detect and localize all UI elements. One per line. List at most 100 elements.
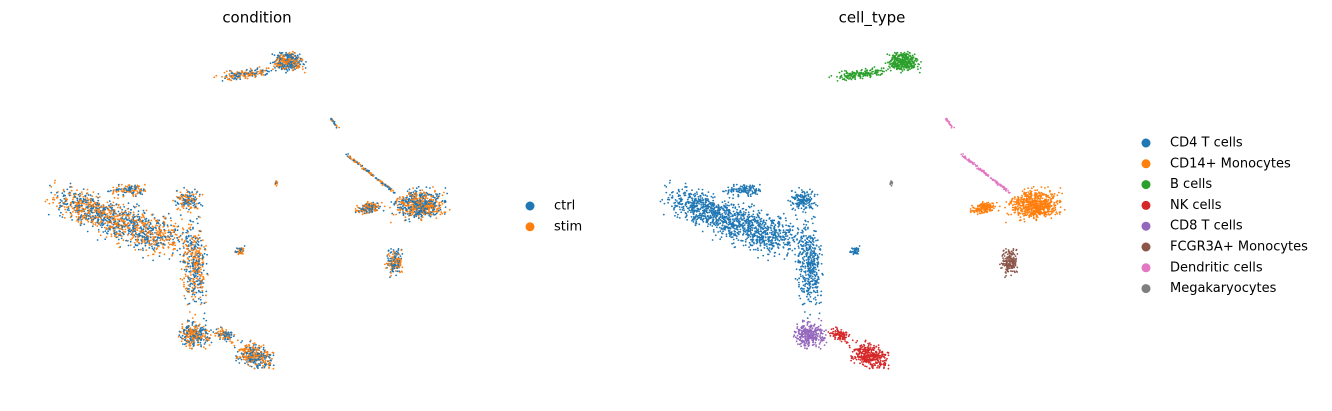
cell-point [168, 258, 171, 260]
cell-point [163, 239, 166, 242]
cell-point [119, 234, 122, 237]
cell-point [118, 234, 120, 237]
cell-point [119, 212, 121, 215]
cell-point [71, 207, 74, 210]
cell-point [261, 366, 263, 369]
cell-point [732, 193, 735, 196]
cell-point [146, 232, 148, 235]
cell-point [79, 205, 82, 208]
cell-point [809, 256, 811, 259]
cell-point [815, 268, 817, 271]
cell-point [134, 193, 137, 196]
cell-point [747, 236, 750, 239]
cell-point [56, 205, 58, 208]
cell-point [809, 296, 812, 298]
cell-point [193, 283, 196, 285]
cell-point [732, 238, 735, 241]
cell-point [136, 221, 139, 224]
cell-point [817, 332, 820, 335]
cell-point [112, 218, 114, 221]
cell-point [791, 237, 794, 239]
cell-point [181, 279, 184, 281]
cell-point [717, 223, 720, 226]
cell-point [751, 190, 754, 193]
cell-point [127, 244, 130, 247]
cell-point [796, 323, 799, 326]
cell-point [240, 252, 243, 255]
cell-point [700, 203, 703, 206]
cell-point [148, 242, 151, 245]
cell-point [805, 194, 808, 197]
cell-point [191, 331, 193, 333]
cell-point [189, 311, 191, 313]
cell-point [132, 224, 135, 227]
cell-point [690, 216, 693, 218]
cell-point [805, 338, 807, 340]
cell-point [113, 218, 116, 221]
cell-point [155, 241, 157, 244]
cell-point [772, 245, 775, 248]
cell-point [96, 225, 99, 227]
cell-point [62, 202, 65, 205]
cell-point [196, 207, 199, 210]
cell-point [757, 249, 759, 252]
cell-point [724, 217, 727, 219]
cell-point [131, 189, 134, 192]
cell-point [804, 207, 807, 210]
cell-point [710, 212, 713, 215]
cell-point [807, 338, 810, 341]
cell-point [144, 220, 147, 223]
cell-point [121, 208, 123, 211]
cell-point [816, 291, 819, 294]
cell-point [107, 221, 110, 224]
cell-point [759, 183, 761, 186]
cell-point [271, 357, 273, 360]
cell-point [182, 337, 185, 340]
cell-point [166, 238, 169, 241]
cell-point [725, 235, 728, 238]
cell-point [116, 242, 118, 245]
cell-point [189, 226, 192, 229]
cell-point [734, 218, 736, 221]
cell-point [712, 196, 714, 199]
cell-point [195, 331, 198, 333]
cell-point [719, 230, 722, 233]
cell-point [749, 235, 752, 238]
cell-point [786, 244, 789, 246]
cell-point [62, 213, 64, 216]
cell-point [195, 325, 198, 327]
cell-point [749, 228, 752, 231]
cell-point [726, 193, 729, 195]
cell-point [61, 192, 64, 195]
cell-point [792, 239, 795, 242]
cell-point [735, 237, 738, 240]
cell-point [780, 238, 782, 241]
cell-point [195, 193, 198, 195]
cell-point [84, 194, 87, 197]
cell-point [742, 202, 745, 205]
cell-point [796, 279, 799, 281]
cell-point [814, 329, 816, 331]
cell-point [693, 210, 695, 213]
cell-point [131, 218, 134, 221]
cell-point [66, 198, 68, 201]
cell-point [736, 213, 739, 216]
cell-point [171, 244, 174, 246]
cell-point [745, 209, 747, 211]
cell-point [69, 202, 72, 204]
cell-point [110, 233, 113, 236]
cell-point [89, 194, 92, 197]
cell-point [744, 211, 747, 214]
cell-point [799, 202, 801, 205]
cell-point [749, 193, 752, 196]
cell-point [768, 218, 771, 220]
cell-point [710, 207, 712, 209]
cell-point [185, 235, 188, 238]
cell-point [857, 248, 860, 251]
cell-point [96, 214, 99, 217]
cell-point [76, 207, 79, 209]
cell-point [812, 278, 814, 281]
cell-point [817, 339, 820, 341]
cell-point [790, 204, 792, 207]
cell-point [680, 197, 682, 200]
